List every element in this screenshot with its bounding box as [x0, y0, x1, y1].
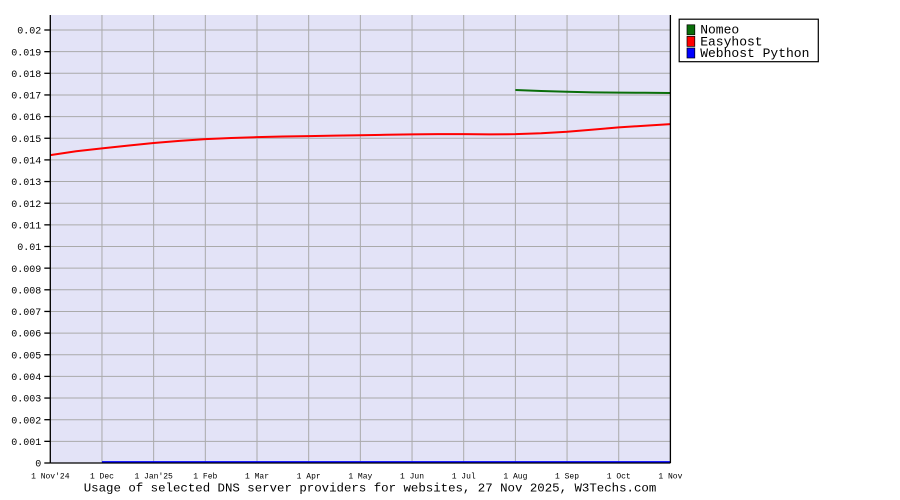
svg-text:0.019: 0.019	[11, 48, 41, 59]
svg-text:1 Sep: 1 Sep	[555, 473, 579, 482]
svg-text:1 Nov'24: 1 Nov'24	[31, 473, 70, 482]
svg-text:0.014: 0.014	[11, 157, 41, 168]
svg-text:1 Feb: 1 Feb	[193, 473, 217, 482]
svg-text:0.003: 0.003	[11, 395, 41, 406]
svg-text:1 May: 1 May	[348, 473, 372, 482]
svg-text:1 Aug: 1 Aug	[503, 473, 527, 482]
svg-text:1 Jan'25: 1 Jan'25	[134, 473, 173, 482]
svg-text:0.013: 0.013	[11, 178, 41, 189]
svg-text:0.002: 0.002	[11, 416, 41, 427]
svg-text:1 Oct: 1 Oct	[607, 473, 631, 482]
svg-text:1 Nov: 1 Nov	[658, 473, 682, 482]
svg-text:1 Jul: 1 Jul	[452, 473, 476, 482]
svg-text:1 Mar: 1 Mar	[245, 473, 269, 482]
svg-text:1 Jun: 1 Jun	[400, 473, 424, 482]
svg-text:0.02: 0.02	[17, 27, 41, 38]
svg-text:0.012: 0.012	[11, 200, 41, 211]
svg-text:0.004: 0.004	[11, 373, 41, 384]
svg-text:0: 0	[35, 460, 41, 471]
svg-text:0.008: 0.008	[11, 286, 41, 297]
svg-text:0.005: 0.005	[11, 351, 41, 362]
svg-text:0.011: 0.011	[11, 221, 41, 232]
svg-text:0.001: 0.001	[11, 438, 41, 449]
svg-text:Webhost Python: Webhost Python	[700, 46, 809, 61]
svg-text:0.017: 0.017	[11, 92, 41, 103]
svg-text:0.007: 0.007	[11, 308, 41, 319]
svg-text:1 Apr: 1 Apr	[297, 473, 321, 482]
svg-text:0.009: 0.009	[11, 265, 41, 276]
svg-text:0.01: 0.01	[17, 243, 41, 254]
svg-text:Usage of selected DNS server p: Usage of selected DNS server providers f…	[84, 482, 657, 496]
svg-text:0.006: 0.006	[11, 330, 41, 341]
svg-text:0.018: 0.018	[11, 70, 41, 81]
svg-text:0.016: 0.016	[11, 113, 41, 124]
svg-text:1 Dec: 1 Dec	[90, 473, 114, 482]
svg-text:0.015: 0.015	[11, 135, 41, 146]
